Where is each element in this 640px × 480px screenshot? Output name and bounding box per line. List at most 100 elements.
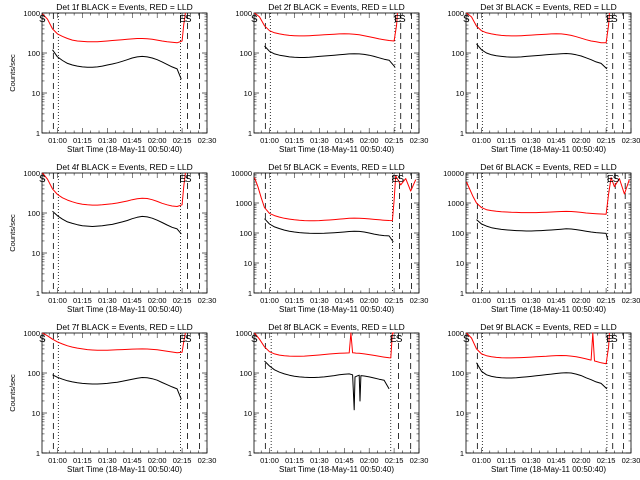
x-tick-label: 01:30: [522, 456, 541, 465]
event-marker-label: S: [39, 174, 46, 185]
red-series-line: [254, 332, 395, 359]
event-marker-label: S: [39, 334, 46, 345]
x-axis-title: Start Time (18-May-11 00:50:40): [491, 145, 606, 154]
y-tick-label: 1: [460, 129, 464, 138]
event-marker-label: S: [399, 14, 406, 25]
y-tick-label: 10: [32, 409, 40, 418]
y-tick-label: 10: [32, 249, 40, 258]
red-series-line: [466, 12, 610, 44]
x-tick-label: 02:00: [572, 456, 591, 465]
detector-panel-7: Det 7f BLACK = Events, RED = LLD 1 10 100 10…: [8, 322, 216, 474]
x-tick-label: 02:00: [360, 136, 379, 145]
x-tick-label: 02:00: [148, 296, 167, 305]
y-tick-label: 1: [36, 129, 40, 138]
x-tick-label: 01:45: [547, 456, 566, 465]
event-marker-label: S: [185, 334, 192, 345]
y-tick-label: 100: [239, 369, 252, 378]
event-marker-label: E: [390, 334, 397, 345]
x-tick-label: 01:45: [123, 456, 142, 465]
x-axis-title: Start Time (18-May-11 00:50:40): [279, 305, 394, 314]
x-tick-label: 01:15: [497, 456, 516, 465]
x-tick-label: 01:45: [547, 136, 566, 145]
plot-frame: [465, 332, 632, 454]
x-axis-title: Start Time (18-May-11 00:50:40): [491, 465, 606, 474]
x-tick-label: 02:00: [148, 456, 167, 465]
x-tick-label: 02:15: [173, 136, 192, 145]
plot-frame: [41, 172, 208, 294]
panel-title: Det 5f BLACK = Events, RED = LLD: [268, 162, 405, 172]
event-marker-label: S: [39, 14, 46, 25]
y-tick-label: 1: [248, 289, 252, 298]
panel-title: Det 3f BLACK = Events, RED = LLD: [480, 2, 617, 12]
red-series-line: [254, 175, 417, 222]
detector-panel-2: Det 2f BLACK = Events, RED = LLD 1 10 100 10…: [235, 2, 428, 154]
x-tick-label: 02:15: [173, 296, 192, 305]
x-tick-label: 02:30: [410, 296, 429, 305]
y-tick-label: 1: [36, 449, 40, 458]
y-tick-label: 10000: [443, 169, 464, 178]
y-tick-label: 10: [244, 259, 252, 268]
x-tick-label: 01:30: [310, 136, 329, 145]
event-marker-label: E: [607, 174, 614, 185]
event-marker-label: S: [611, 14, 618, 25]
y-tick-label: 100: [451, 49, 464, 58]
y-tick-label: 100: [451, 369, 464, 378]
black-series-line: [476, 43, 608, 70]
y-tick-label: 100: [27, 209, 40, 218]
x-tick-label: 01:00: [48, 296, 67, 305]
x-tick-label: 02:30: [198, 136, 217, 145]
y-tick-label: 10000: [231, 169, 252, 178]
y-tick-label: 1000: [447, 329, 464, 338]
x-tick-label: 02:15: [385, 456, 404, 465]
y-tick-label: 1000: [235, 199, 252, 208]
x-tick-label: 02:30: [622, 456, 640, 465]
y-tick-label: 10: [456, 409, 464, 418]
event-marker-label: S: [463, 14, 470, 25]
event-marker-label: S: [463, 334, 470, 345]
x-tick-label: 01:15: [73, 136, 92, 145]
x-axis-title: Start Time (18-May-11 00:50:40): [491, 305, 606, 314]
panel-title: Det 1f BLACK = Events, RED = LLD: [56, 2, 193, 12]
y-axis-title: Counts/sec: [8, 54, 17, 92]
black-series-line: [52, 49, 182, 80]
x-tick-label: 01:45: [335, 136, 354, 145]
y-tick-label: 1000: [235, 9, 252, 18]
red-series-line: [466, 177, 630, 215]
event-marker-label: S: [251, 14, 258, 25]
y-tick-label: 100: [451, 229, 464, 238]
event-marker-label: S: [397, 174, 404, 185]
x-tick-label: 01:15: [285, 136, 304, 145]
red-series-line: [466, 332, 610, 365]
x-tick-label: 01:15: [73, 296, 92, 305]
x-tick-label: 01:15: [497, 296, 516, 305]
x-tick-label: 02:15: [597, 136, 616, 145]
event-marker-label: S: [396, 334, 403, 345]
detector-panel-8: Det 8f BLACK = Events, RED = LLD 1 10 100 10…: [235, 322, 428, 474]
y-tick-label: 1000: [23, 9, 40, 18]
y-tick-label: 1: [248, 129, 252, 138]
y-tick-label: 1: [248, 449, 252, 458]
x-tick-label: 01:15: [285, 296, 304, 305]
x-tick-label: 01:00: [472, 296, 491, 305]
black-series-line: [52, 374, 182, 400]
y-tick-label: 10: [32, 89, 40, 98]
panel-title: Det 2f BLACK = Events, RED = LLD: [268, 2, 405, 12]
black-series-line: [264, 360, 390, 411]
x-tick-label: 02:00: [360, 456, 379, 465]
x-axis-title: Start Time (18-May-11 00:50:40): [67, 465, 182, 474]
y-tick-label: 100: [239, 229, 252, 238]
y-tick-label: 1: [460, 449, 464, 458]
event-marker-label: E: [606, 334, 613, 345]
x-tick-label: 01:15: [497, 136, 516, 145]
black-series-line: [264, 218, 394, 243]
event-marker-label: E: [392, 174, 399, 185]
event-marker-label: E: [179, 174, 186, 185]
black-series-line: [476, 219, 609, 240]
detector-panel-5: Det 5f BLACK = Events, RED = LLD 1 10 100 10…: [231, 162, 428, 314]
x-axis-title: Start Time (18-May-11 00:50:40): [279, 145, 394, 154]
y-tick-label: 10: [456, 259, 464, 268]
panel-title: Det 9f BLACK = Events, RED = LLD: [480, 322, 617, 332]
panel-title: Det 4f BLACK = Events, RED = LLD: [56, 162, 193, 172]
x-tick-label: 01:30: [522, 136, 541, 145]
